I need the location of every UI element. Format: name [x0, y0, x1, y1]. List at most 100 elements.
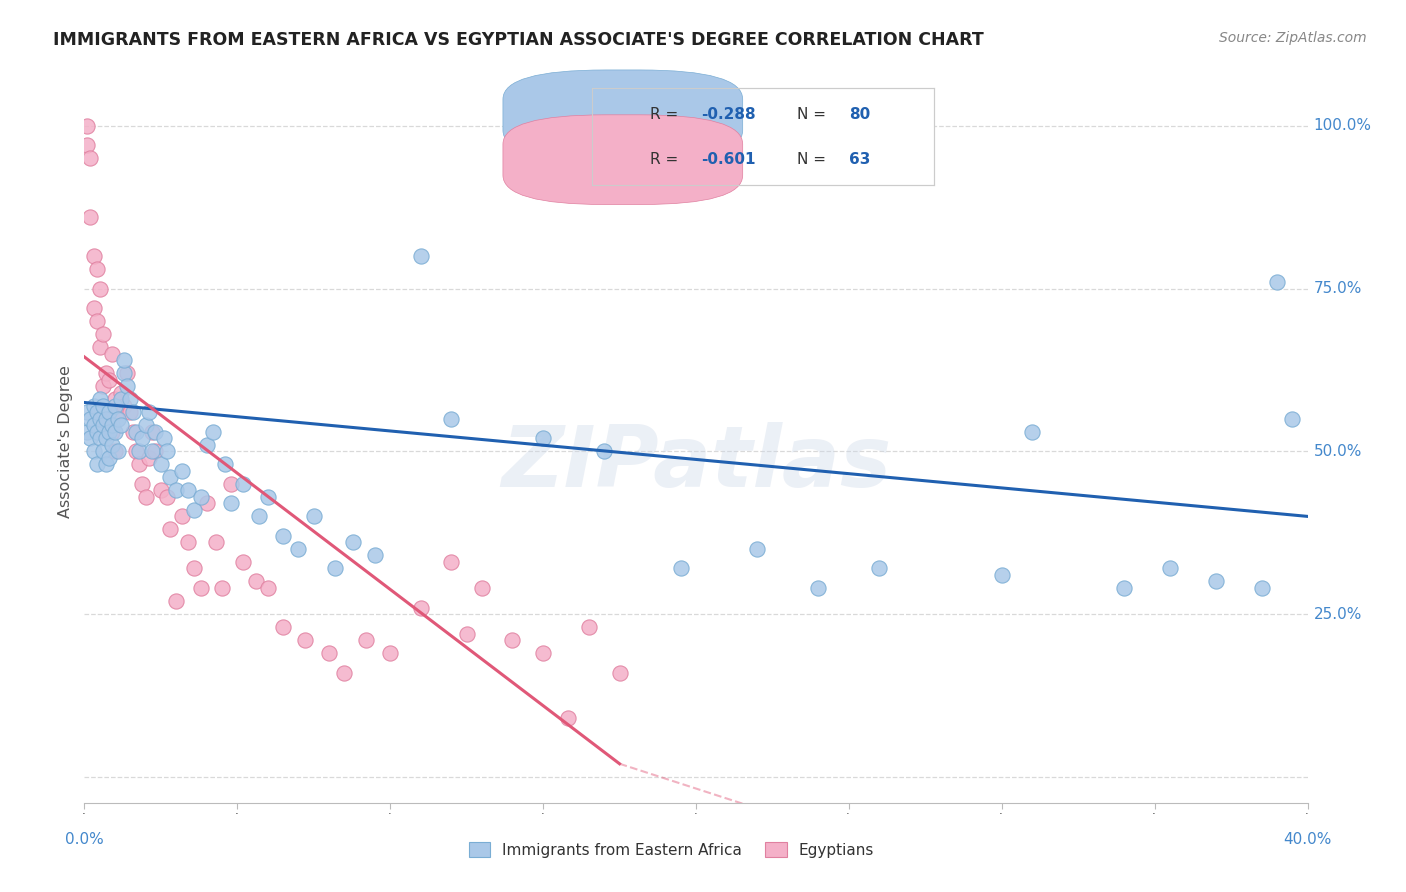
Y-axis label: Associate's Degree: Associate's Degree: [58, 365, 73, 518]
Point: [364, 549, 387, 563]
Point: [104, 392, 127, 407]
Point: [143, 425, 166, 439]
Point: [287, 541, 309, 556]
Point: [190, 581, 212, 595]
Point: [83, 399, 105, 413]
Point: [86, 314, 108, 328]
Point: [153, 431, 176, 445]
Point: [1250, 581, 1272, 595]
Point: [125, 444, 148, 458]
Point: [76, 405, 98, 419]
Point: [747, 541, 769, 556]
Point: [245, 574, 267, 589]
Point: [380, 646, 402, 660]
Point: [232, 476, 254, 491]
Point: [83, 444, 105, 458]
Point: [456, 626, 478, 640]
Point: [531, 431, 554, 445]
Point: [97, 373, 120, 387]
Point: [91, 399, 114, 413]
Point: [409, 249, 432, 263]
Point: [128, 458, 150, 472]
Point: [97, 450, 120, 465]
Point: [91, 418, 114, 433]
Point: [195, 496, 218, 510]
Point: [83, 301, 105, 315]
Point: [104, 399, 127, 413]
Point: [1114, 581, 1136, 595]
Point: [440, 411, 463, 425]
Point: [190, 490, 212, 504]
Point: [86, 425, 108, 439]
Point: [172, 464, 194, 478]
Point: [101, 346, 124, 360]
Point: [110, 392, 132, 407]
Point: [156, 444, 179, 458]
Point: [86, 262, 108, 277]
Point: [333, 665, 356, 680]
Point: [578, 620, 600, 634]
Point: [131, 476, 153, 491]
Point: [91, 379, 114, 393]
Text: 75.0%: 75.0%: [1313, 281, 1362, 296]
Point: [86, 405, 108, 419]
Text: IMMIGRANTS FROM EASTERN AFRICA VS EGYPTIAN ASSOCIATE'S DEGREE CORRELATION CHART: IMMIGRANTS FROM EASTERN AFRICA VS EGYPTI…: [53, 31, 984, 49]
Point: [807, 581, 830, 595]
Point: [471, 581, 494, 595]
Point: [135, 490, 157, 504]
Point: [271, 529, 294, 543]
Point: [138, 405, 160, 419]
Point: [101, 438, 124, 452]
Point: [1205, 574, 1227, 589]
Text: 40.0%: 40.0%: [1284, 832, 1331, 847]
Point: [101, 425, 124, 439]
Point: [135, 418, 157, 433]
Point: [83, 249, 105, 263]
Point: [271, 620, 294, 634]
Point: [89, 411, 111, 425]
Text: Source: ZipAtlas.com: Source: ZipAtlas.com: [1219, 31, 1367, 45]
Point: [112, 399, 135, 413]
Point: [91, 444, 114, 458]
Point: [89, 392, 111, 407]
Point: [107, 444, 129, 458]
Point: [323, 561, 346, 575]
Point: [1021, 425, 1043, 439]
Point: [115, 379, 138, 393]
Point: [219, 496, 242, 510]
Text: 25.0%: 25.0%: [1313, 607, 1362, 622]
Point: [214, 458, 236, 472]
Point: [107, 411, 129, 425]
Point: [101, 418, 124, 433]
Point: [232, 555, 254, 569]
Point: [76, 425, 98, 439]
Point: [125, 425, 148, 439]
Point: [97, 418, 120, 433]
Point: [195, 438, 218, 452]
Point: [94, 411, 117, 425]
Point: [120, 405, 142, 419]
Point: [593, 444, 616, 458]
Point: [183, 561, 205, 575]
Point: [112, 366, 135, 380]
Point: [440, 555, 463, 569]
Text: ZIPatlas: ZIPatlas: [501, 422, 891, 505]
Point: [76, 138, 98, 153]
Point: [502, 633, 524, 648]
Point: [294, 633, 316, 648]
Point: [183, 503, 205, 517]
Point: [83, 418, 105, 433]
Point: [94, 431, 117, 445]
Point: [172, 509, 194, 524]
Point: [104, 444, 127, 458]
Point: [122, 405, 145, 419]
Point: [94, 458, 117, 472]
Point: [557, 711, 579, 725]
Point: [257, 581, 280, 595]
Point: [141, 425, 163, 439]
Point: [302, 509, 325, 524]
Point: [177, 535, 200, 549]
Point: [94, 411, 117, 425]
Point: [156, 490, 179, 504]
Point: [91, 327, 114, 342]
